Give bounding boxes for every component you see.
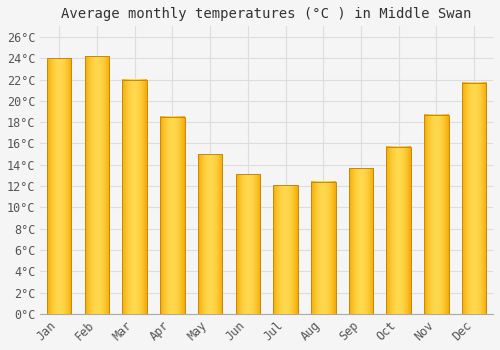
- Bar: [198, 154, 222, 314]
- Bar: [122, 79, 147, 314]
- Bar: [84, 56, 109, 314]
- Bar: [47, 58, 72, 314]
- Bar: [348, 168, 374, 314]
- Bar: [311, 182, 336, 314]
- Bar: [386, 147, 411, 314]
- Bar: [236, 174, 260, 314]
- Bar: [274, 185, 298, 314]
- Bar: [160, 117, 184, 314]
- Bar: [462, 83, 486, 314]
- Bar: [424, 115, 448, 314]
- Title: Average monthly temperatures (°C ) in Middle Swan: Average monthly temperatures (°C ) in Mi…: [62, 7, 472, 21]
